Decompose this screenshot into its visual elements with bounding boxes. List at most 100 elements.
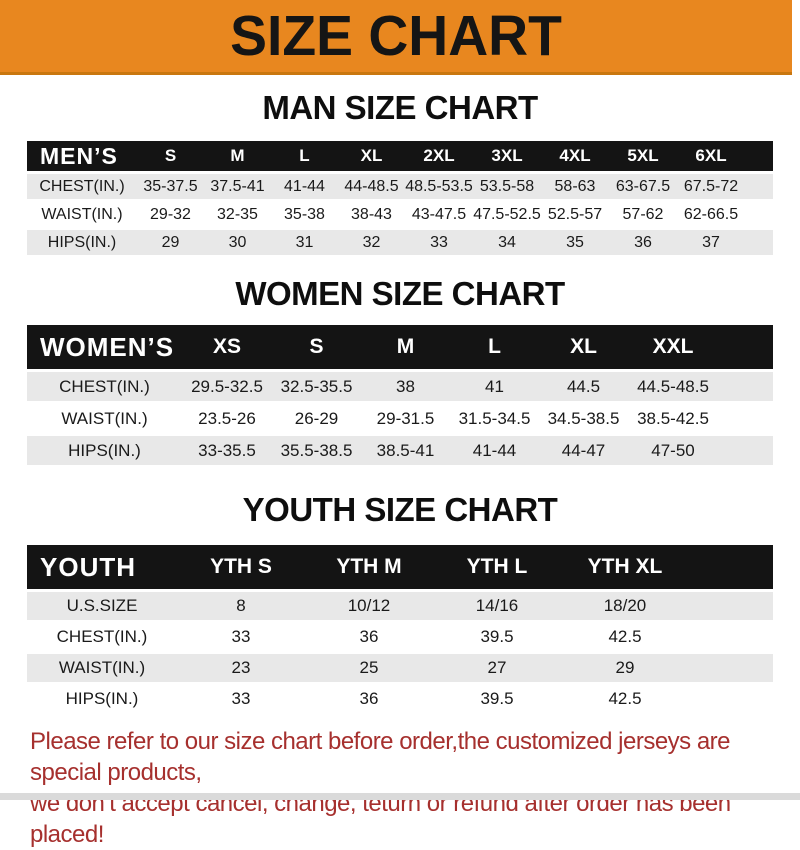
youth-size-table: YOUTH YTH S YTH M YTH L YTH XL U.S.SIZE … [27,542,773,716]
cell: 33-35.5 [182,436,272,465]
youth-size-header: YTH L [433,545,561,589]
cell: 38 [361,372,450,401]
cell: 29-32 [150,205,191,223]
spacer-cell [718,372,773,401]
men-size-table: MEN’S S M L XL 2XL 3XL 4XL 5XL 6XL CHEST… [27,138,773,258]
cell: 37 [677,230,745,255]
spacer-cell [689,685,773,713]
women-size-table: WOMEN’S XS S M L XL XXL CHEST(IN.) 29.5-… [27,322,773,468]
cell: 44-48.5 [338,174,405,199]
men-table-title: MEN’S [27,141,137,171]
cell: 52.5-57 [547,205,603,223]
cell: 36 [359,627,379,646]
cell: 39.5 [480,689,514,708]
cell: 35-37.5 [137,174,204,199]
cell: 42.5 [608,689,642,708]
cell: 47-50 [628,436,718,465]
cell: 35.5-38.5 [272,436,361,465]
women-size-header: XL [539,325,628,369]
cell: 18/20 [561,592,689,620]
cell: 36 [609,230,677,255]
cell: 39.5 [480,627,514,646]
row-label: WAIST(IN.) [61,408,148,428]
cell: 41-44 [271,174,338,199]
women-section: WOMEN SIZE CHART WOMEN’S XS S M L XL XXL [0,275,800,468]
men-size-header: 5XL [609,141,677,171]
bottom-edge-strip [0,793,800,800]
cell: 30 [204,230,271,255]
men-section-heading: MAN SIZE CHART [262,89,538,126]
youth-size-header: YTH S [177,545,305,589]
youth-table-title: YOUTH [27,545,177,589]
men-section: MAN SIZE CHART MEN’S S M L XL 2XL 3XL 4X… [0,89,800,258]
men-size-header: S [137,141,204,171]
cell: 63-67.5 [609,174,677,199]
cell: 26-29 [294,408,339,428]
men-size-header: 3XL [473,141,541,171]
spacer-cell [718,436,773,465]
women-header-row: WOMEN’S XS S M L XL XXL [27,325,773,369]
men-chest-row: CHEST(IN.) 35-37.5 37.5-41 41-44 44-48.5… [27,174,773,199]
cell: 36 [359,689,379,708]
women-size-header: XS [182,325,272,369]
cell: 41-44 [450,436,539,465]
cell: 33 [231,627,251,646]
women-section-heading: WOMEN SIZE CHART [235,275,565,312]
men-hips-row: HIPS(IN.) 29 30 31 32 33 34 35 36 37 [27,230,773,255]
women-size-header: M [361,325,450,369]
cell: 53.5-58 [473,174,541,199]
row-label: CHEST(IN.) [27,372,182,401]
row-label: CHEST(IN.) [56,627,148,646]
cell: 23 [177,654,305,682]
cell: 34 [473,230,541,255]
spacer-cell [718,404,773,433]
cell: 41 [450,372,539,401]
youth-section: YOUTH SIZE CHART YOUTH YTH S YTH M YTH L… [0,491,800,716]
cell: 32.5-35.5 [272,372,361,401]
spacer-cell [689,545,773,589]
cell: 34.5-38.5 [547,408,620,428]
youth-waist-row: WAIST(IN.) 23 25 27 29 [27,654,773,682]
cell: 29 [137,230,204,255]
cell: 10/12 [305,592,433,620]
women-hips-row: HIPS(IN.) 33-35.5 35.5-38.5 38.5-41 41-4… [27,436,773,465]
cell: 32-35 [217,205,258,223]
men-header-row: MEN’S S M L XL 2XL 3XL 4XL 5XL 6XL [27,141,773,171]
cell: 29-31.5 [376,408,435,428]
spacer-cell [745,202,773,227]
cell: 44.5 [539,372,628,401]
cell: 38.5-41 [361,436,450,465]
cell: 31.5-34.5 [458,408,531,428]
youth-hips-row: HIPS(IN.) 33 36 39.5 42.5 [27,685,773,713]
youth-section-heading: YOUTH SIZE CHART [242,491,558,528]
disclaimer-line-1: Please refer to our size chart before or… [30,728,731,786]
cell: 27 [433,654,561,682]
cell: 67.5-72 [677,174,745,199]
cell: 47.5-52.5 [473,205,541,223]
cell: 35 [541,230,609,255]
cell: 14/16 [433,592,561,620]
men-size-header: 2XL [405,141,473,171]
spacer-cell [689,654,773,682]
women-size-header: XXL [628,325,718,369]
spacer-cell [745,141,773,171]
men-waist-row: WAIST(IN.) 29-32 32-35 35-38 38-43 43-47… [27,202,773,227]
row-label: CHEST(IN.) [27,174,137,199]
men-size-header: 6XL [677,141,745,171]
men-size-header: XL [338,141,405,171]
row-label: WAIST(IN.) [41,205,123,223]
cell: 48.5-53.5 [405,174,473,199]
women-table-title: WOMEN’S [27,325,182,369]
cell: 33 [405,230,473,255]
cell: 31 [271,230,338,255]
cell: 62-66.5 [683,205,739,223]
youth-ussize-row: U.S.SIZE 8 10/12 14/16 18/20 [27,592,773,620]
cell: 35-38 [284,205,325,223]
youth-header-row: YOUTH YTH S YTH M YTH L YTH XL [27,545,773,589]
row-label: HIPS(IN.) [27,230,137,255]
row-label: HIPS(IN.) [27,436,182,465]
cell: 38-43 [351,205,392,223]
cell: 23.5-26 [198,408,256,428]
row-label: WAIST(IN.) [27,654,177,682]
cell: 37.5-41 [204,174,271,199]
